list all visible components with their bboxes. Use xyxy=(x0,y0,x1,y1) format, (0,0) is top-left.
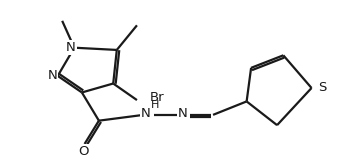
Text: O: O xyxy=(78,145,89,158)
Text: N: N xyxy=(48,69,57,82)
Text: N: N xyxy=(141,108,151,120)
Text: N: N xyxy=(66,41,76,54)
Text: H: H xyxy=(150,100,159,110)
Text: Br: Br xyxy=(149,91,164,104)
Text: N: N xyxy=(178,108,188,120)
Text: S: S xyxy=(318,81,327,95)
